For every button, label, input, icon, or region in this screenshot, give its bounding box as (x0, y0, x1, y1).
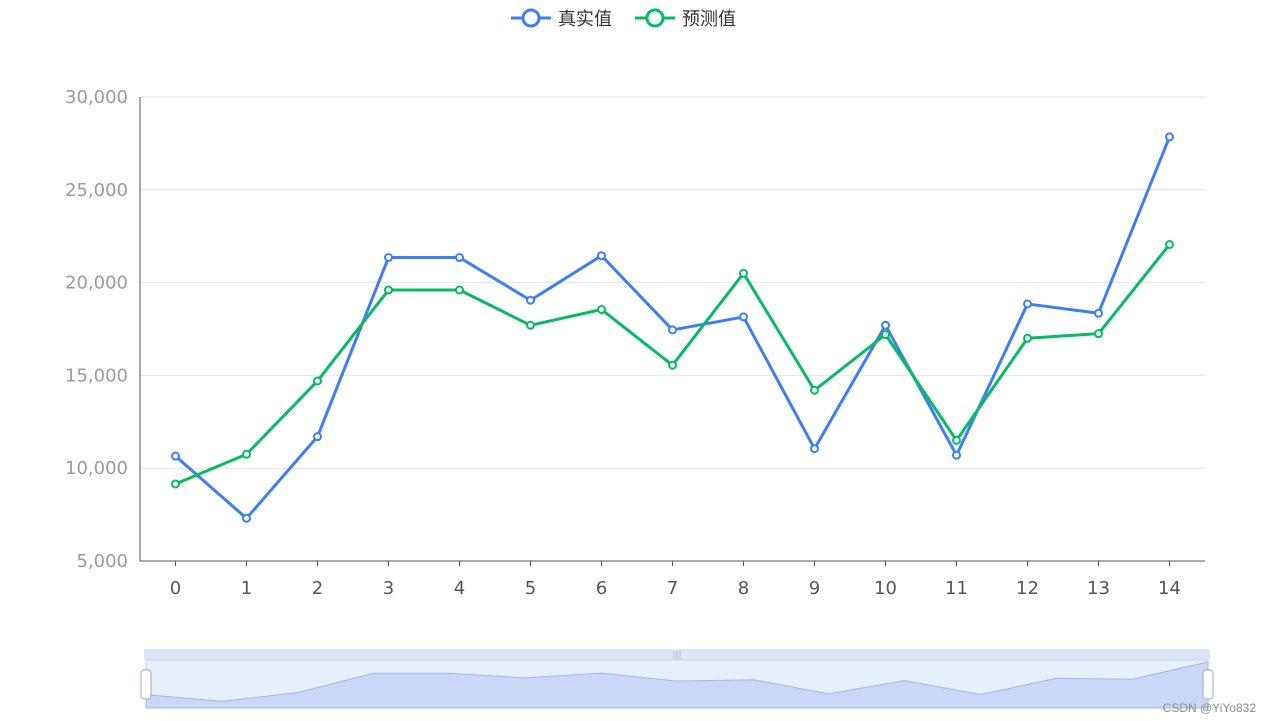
data-point[interactable] (952, 450, 961, 460)
y-tick-label: 10,000 (65, 458, 128, 479)
series-layer (171, 132, 1174, 523)
grid-lines (140, 96, 1205, 469)
x-tick-label: 9 (809, 578, 820, 599)
x-tick-label: 4 (454, 578, 465, 599)
data-point[interactable] (810, 385, 819, 395)
x-tick-label: 0 (170, 578, 181, 599)
data-point[interactable] (881, 330, 890, 340)
datazoom-grip-icon: ||| (672, 651, 681, 661)
data-point[interactable] (881, 320, 890, 330)
y-axis-ticks: 5,000 10,000 15,000 20,000 25,000 30,000 (65, 87, 128, 572)
data-point[interactable] (313, 376, 322, 386)
data-point[interactable] (384, 285, 393, 295)
legend-circle-icon (645, 8, 665, 28)
datazoom-preview-area (145, 661, 1209, 709)
y-tick-label: 20,000 (65, 273, 128, 294)
y-tick-label: 5,000 (76, 551, 128, 572)
data-point[interactable] (1094, 329, 1103, 339)
data-point[interactable] (810, 444, 819, 454)
data-point[interactable] (171, 479, 180, 489)
x-tick-label: 2 (312, 578, 323, 599)
data-point[interactable] (313, 432, 322, 442)
x-tick-label: 11 (945, 578, 968, 599)
data-point[interactable] (597, 251, 606, 261)
x-tick-label: 13 (1087, 578, 1110, 599)
y-tick-label: 15,000 (65, 365, 128, 386)
data-point[interactable] (952, 435, 961, 445)
legend[interactable]: 真实值 预测值 (511, 8, 736, 30)
data-point[interactable] (1094, 308, 1103, 318)
data-point[interactable] (526, 295, 535, 305)
data-point[interactable] (455, 285, 464, 295)
data-point[interactable] (1165, 132, 1174, 142)
series-1 (171, 240, 1174, 489)
x-tick-label: 7 (667, 578, 678, 599)
data-point[interactable] (668, 325, 677, 335)
datazoom-move-bar (144, 649, 1210, 660)
watermark: CSDN @YiYo832 (1162, 701, 1256, 715)
legend-circle-icon (521, 8, 541, 28)
legend-item-1[interactable]: 预测值 (635, 8, 736, 30)
data-point[interactable] (739, 312, 748, 322)
data-point[interactable] (242, 513, 251, 523)
data-point[interactable] (1165, 240, 1174, 250)
legend-label: 预测值 (682, 9, 736, 30)
x-tick-label: 3 (383, 578, 394, 599)
datazoom-handle-left[interactable] (140, 669, 152, 700)
x-tick-label: 12 (1016, 578, 1039, 599)
legend-item-0[interactable]: 真实值 (511, 8, 612, 30)
x-tick-label: 5 (525, 578, 536, 599)
x-tick-label: 8 (738, 578, 749, 599)
data-point[interactable] (1023, 299, 1032, 309)
data-point[interactable] (668, 360, 677, 370)
data-point[interactable] (455, 253, 464, 263)
y-tick-label: 25,000 (65, 180, 128, 201)
y-tick-label: 30,000 (65, 87, 128, 108)
x-tick-label: 14 (1158, 578, 1181, 599)
datazoom-handle-right[interactable] (1202, 669, 1214, 700)
data-point[interactable] (171, 451, 180, 461)
data-point[interactable] (526, 320, 535, 330)
x-tick-label: 10 (874, 578, 897, 599)
data-point[interactable] (384, 253, 393, 263)
data-point[interactable] (597, 305, 606, 315)
x-tick-label: 1 (241, 578, 252, 599)
x-tick-label: 6 (596, 578, 607, 599)
data-point[interactable] (242, 449, 251, 459)
series-0 (171, 132, 1174, 523)
legend-label: 真实值 (558, 9, 612, 30)
data-point[interactable] (739, 268, 748, 278)
data-point[interactable] (1023, 333, 1032, 343)
datazoom-slider[interactable]: ||| (140, 649, 1214, 709)
x-axis-ticks: 0 1 2 3 4 5 6 7 8 9 10 11 12 13 14 (170, 561, 1181, 599)
